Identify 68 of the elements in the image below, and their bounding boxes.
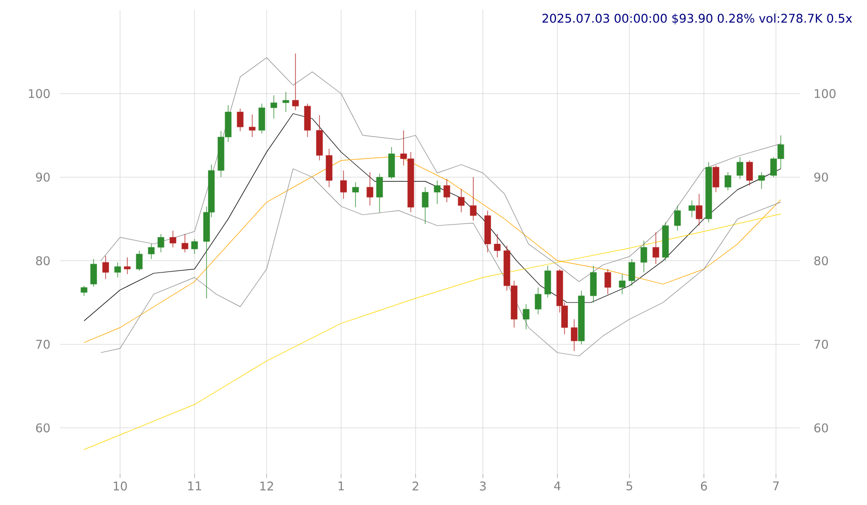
candlestick <box>712 165 720 192</box>
candlestick <box>590 265 597 303</box>
y2-tick-label: 70 <box>814 340 828 349</box>
candlestick <box>148 244 155 260</box>
candlestick <box>444 178 450 203</box>
candlestick <box>628 258 636 286</box>
x-tick-label: 3 <box>480 482 486 491</box>
candlestick <box>124 257 131 274</box>
candlestick <box>352 182 359 208</box>
candlestick <box>640 240 648 273</box>
y-tick-label: 70 <box>36 340 50 349</box>
y2-tick-label: 80 <box>814 256 828 266</box>
candlestick <box>544 265 552 298</box>
candlestick <box>158 234 164 253</box>
candlestick <box>470 176 477 221</box>
candlestick <box>522 304 530 330</box>
candlestick <box>170 230 176 248</box>
candlestick <box>182 234 188 253</box>
candlestick <box>90 258 97 287</box>
candlestick <box>236 108 244 132</box>
candlestick <box>292 53 299 111</box>
candlestick <box>366 172 374 206</box>
x-tick-label: 10 <box>114 482 127 491</box>
candlestick <box>388 146 395 180</box>
candlestick <box>652 232 660 264</box>
candlestick <box>696 194 702 226</box>
x-tick-label: 5 <box>626 482 632 490</box>
x-tick-label: 1 <box>338 482 344 490</box>
candlestick <box>434 180 440 204</box>
x-tick-label: 6 <box>700 482 707 491</box>
candlestick <box>746 160 753 186</box>
candlestick <box>376 174 383 213</box>
chart-title: 2025.07.03 00:00:00 $93.90 0.28% vol:278.7K 0.5x <box>542 14 852 24</box>
candlestick <box>688 200 696 218</box>
candlestick <box>570 318 578 352</box>
candlestick <box>248 114 256 138</box>
line-series <box>84 214 782 450</box>
candlestick <box>270 94 278 119</box>
candlestick <box>258 103 266 134</box>
candlestick <box>494 234 501 258</box>
y-tick-label: 80 <box>36 256 50 266</box>
candlestick <box>340 170 347 200</box>
x-tick-label: 7 <box>773 482 779 490</box>
candlestick <box>458 188 465 213</box>
candlestick <box>534 287 542 314</box>
candlestick <box>422 186 428 224</box>
candlestick <box>114 262 121 278</box>
candlestick <box>758 172 765 190</box>
candlestick <box>136 250 143 272</box>
y-tick-label: 60 <box>36 423 50 432</box>
x-tick-label: 12 <box>260 482 274 490</box>
candlestick <box>191 238 198 254</box>
candlestick <box>282 92 290 112</box>
y-tick-label: 90 <box>36 172 50 182</box>
candlestick <box>102 255 109 280</box>
x-tick-label: 11 <box>188 482 202 490</box>
candlestick <box>618 274 626 294</box>
x-tick-label: 2 <box>412 482 418 490</box>
x-tick-label: 4 <box>554 482 560 490</box>
y2-tick-label: 100 <box>814 89 836 98</box>
candlestick <box>80 285 88 296</box>
candlestick <box>604 268 612 294</box>
candlestick <box>674 205 681 231</box>
candlestick <box>724 172 732 191</box>
y2-tick-label: 90 <box>814 172 828 182</box>
candlestick <box>736 156 744 180</box>
y2-tick-label: 60 <box>814 423 828 432</box>
y-tick-label: 100 <box>28 89 50 98</box>
